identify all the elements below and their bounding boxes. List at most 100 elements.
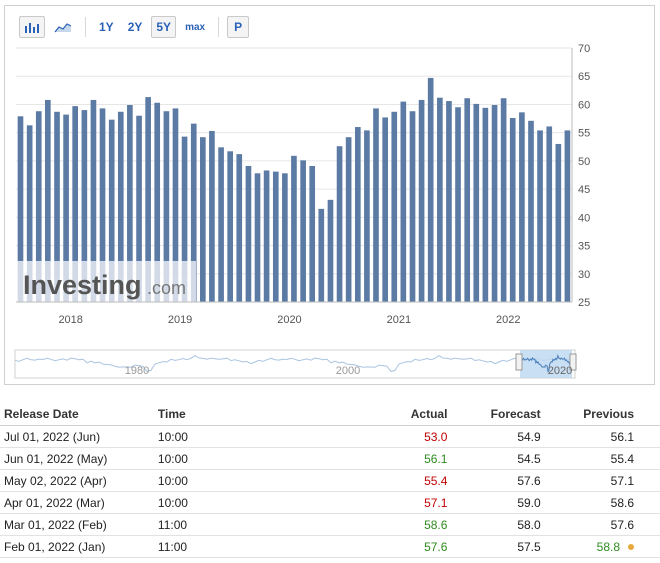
data-bar[interactable] xyxy=(409,111,416,303)
row-release-date: Feb 01, 2022 (Jan) xyxy=(0,535,154,558)
data-bar[interactable] xyxy=(355,127,361,303)
data-bar[interactable] xyxy=(72,106,79,302)
header-forecast[interactable]: Forecast xyxy=(451,403,545,426)
area-chart-type-button[interactable] xyxy=(49,16,77,38)
row-previous: 55.4 xyxy=(544,447,660,470)
data-bar[interactable] xyxy=(227,151,233,302)
data-bar[interactable] xyxy=(236,154,243,302)
data-bar[interactable] xyxy=(218,147,224,302)
row-previous: 57.6 xyxy=(544,513,660,536)
row-release-date: Mar 01, 2022 (Feb) xyxy=(0,513,154,536)
data-bar[interactable] xyxy=(200,137,206,302)
navigator-selection[interactable] xyxy=(520,350,572,378)
data-bar[interactable] xyxy=(546,126,553,302)
data-bar[interactable] xyxy=(300,160,306,302)
data-bar[interactable] xyxy=(35,111,42,303)
data-bar[interactable] xyxy=(528,120,534,303)
data-bar[interactable] xyxy=(400,101,407,302)
data-bar[interactable] xyxy=(373,108,379,302)
row-previous: 56.1 xyxy=(544,425,660,448)
data-bar[interactable] xyxy=(99,108,106,302)
range-navigator[interactable]: 1980 2000 2020 xyxy=(14,349,577,379)
data-bar[interactable] xyxy=(455,107,461,303)
data-bar[interactable] xyxy=(172,108,179,302)
data-bar[interactable] xyxy=(482,107,489,302)
navigator-right-handle[interactable] xyxy=(569,353,577,371)
data-bar[interactable] xyxy=(154,102,161,302)
data-bar[interactable] xyxy=(63,114,69,302)
data-bar[interactable] xyxy=(45,99,51,302)
data-bar[interactable] xyxy=(537,130,543,302)
data-bar[interactable] xyxy=(491,105,498,303)
row-release-date-value: Jul 01, 2022 (Jun) xyxy=(4,429,101,444)
range-max-button[interactable]: max xyxy=(185,21,206,33)
data-bar[interactable] xyxy=(519,112,525,302)
header-release-date[interactable]: Release Date xyxy=(0,403,154,426)
range-2y-button[interactable]: 2Y xyxy=(127,20,143,34)
data-bar[interactable] xyxy=(336,146,343,302)
data-bar[interactable] xyxy=(437,97,443,302)
data-bar[interactable] xyxy=(564,130,571,302)
data-bar[interactable] xyxy=(245,165,252,302)
data-bar[interactable] xyxy=(345,137,352,302)
data-bar[interactable] xyxy=(382,117,388,302)
data-bar[interactable] xyxy=(509,117,516,302)
data-bar[interactable] xyxy=(446,101,452,303)
data-bar[interactable] xyxy=(391,111,398,302)
data-bar[interactable] xyxy=(190,123,197,302)
data-bar[interactable] xyxy=(272,171,279,302)
data-bar[interactable] xyxy=(181,136,188,302)
data-bar[interactable] xyxy=(291,155,297,302)
data-bar[interactable] xyxy=(145,97,151,303)
data-bar[interactable] xyxy=(309,165,316,302)
navigator-left-handle[interactable] xyxy=(515,353,523,371)
data-bar[interactable] xyxy=(364,130,370,302)
row-forecast-value: 54.9 xyxy=(517,429,541,444)
data-bar[interactable] xyxy=(254,173,261,302)
data-bar[interactable] xyxy=(263,170,270,302)
data-bar[interactable] xyxy=(427,77,434,302)
row-release-date: Jun 01, 2022 (May) xyxy=(0,447,154,470)
data-bar[interactable] xyxy=(26,125,33,302)
data-bar[interactable] xyxy=(127,105,133,303)
x-tick-label: 2021 xyxy=(387,314,411,326)
header-time[interactable]: Time xyxy=(153,403,330,426)
data-bar[interactable] xyxy=(108,119,115,302)
data-bar[interactable] xyxy=(90,99,97,302)
chart-toolbar: 1Y 2Y 5Y max P xyxy=(19,15,253,39)
navigator-label-1980: 1980 xyxy=(125,365,149,377)
data-bar[interactable] xyxy=(318,208,325,302)
row-previous: 58.6 xyxy=(544,491,660,514)
data-bar[interactable] xyxy=(81,110,88,302)
data-bar[interactable] xyxy=(282,173,288,302)
y-tick-label: 35 xyxy=(578,241,590,253)
popout-button[interactable]: P xyxy=(227,16,250,38)
data-bar[interactable] xyxy=(136,115,142,302)
data-bar[interactable] xyxy=(327,199,334,302)
investing-watermark: Investing .com xyxy=(16,261,196,303)
row-forecast: 54.5 xyxy=(451,447,545,470)
row-time-value: 10:00 xyxy=(157,495,188,510)
data-bar[interactable] xyxy=(17,116,24,302)
data-bar[interactable] xyxy=(464,98,471,302)
bar-chart-type-button[interactable] xyxy=(19,16,45,38)
table-row: Apr 01, 2022 (Mar) 10:00 57.1 59.0 58.6 xyxy=(0,491,660,514)
row-time: 10:00 xyxy=(153,491,330,514)
row-release-date: Apr 01, 2022 (Mar) xyxy=(0,491,154,514)
data-bar[interactable] xyxy=(163,111,170,303)
data-bar[interactable] xyxy=(418,99,425,302)
header-previous[interactable]: Previous xyxy=(544,403,660,426)
data-bar[interactable] xyxy=(473,103,480,302)
header-actual[interactable]: Actual xyxy=(329,403,452,426)
row-time: 11:00 xyxy=(153,535,330,558)
revision-dot-icon[interactable] xyxy=(628,544,634,551)
data-bar[interactable] xyxy=(54,111,60,302)
data-bar[interactable] xyxy=(117,111,124,302)
data-bar[interactable] xyxy=(555,143,562,302)
data-bar[interactable] xyxy=(209,130,215,302)
range-5y-button[interactable]: 5Y xyxy=(151,16,177,38)
data-bar[interactable] xyxy=(500,98,507,302)
row-release-date: May 02, 2022 (Apr) xyxy=(0,469,154,492)
row-release-date-value: Mar 01, 2022 (Feb) xyxy=(4,517,107,532)
range-1y-button[interactable]: 1Y xyxy=(99,20,114,34)
